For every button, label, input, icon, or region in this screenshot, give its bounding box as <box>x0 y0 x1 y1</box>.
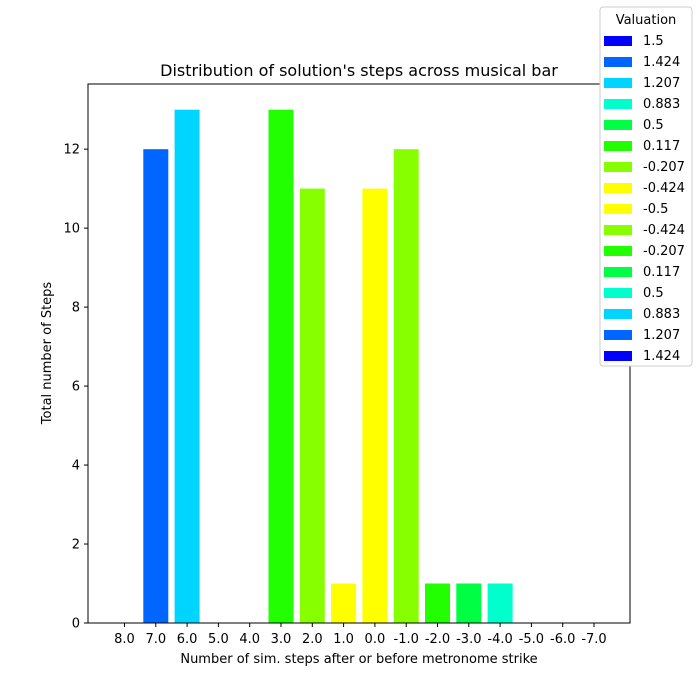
bar <box>362 188 388 623</box>
legend-label: 1.5 <box>643 34 664 49</box>
legend-swatch <box>604 120 632 130</box>
y-tick-label: 4 <box>72 459 80 474</box>
legend-swatch <box>604 204 632 214</box>
x-tick-label: 7.0 <box>145 632 166 647</box>
legend-label: 1.207 <box>643 76 680 91</box>
legend-label: 0.117 <box>643 139 680 154</box>
bar <box>456 583 482 623</box>
x-tick-label: 0.0 <box>365 632 386 647</box>
bar <box>487 583 513 623</box>
legend-label: 1.207 <box>643 328 680 343</box>
y-tick-label: 0 <box>72 617 80 632</box>
bar <box>299 188 325 623</box>
legend-label: -0.424 <box>643 181 685 196</box>
y-tick-label: 2 <box>72 538 80 553</box>
legend-swatch <box>604 78 632 88</box>
legend-swatch <box>604 141 632 151</box>
bar <box>393 149 419 623</box>
legend-swatch <box>604 162 632 172</box>
bar <box>143 149 169 623</box>
legend-label: -0.5 <box>643 202 668 217</box>
legend-label: 0.5 <box>643 118 664 133</box>
x-tick-label: -1.0 <box>394 632 419 647</box>
x-tick-label: -6.0 <box>550 632 575 647</box>
x-axis: 8.0 7.0 6.0 5.0 4.0 3.0 2.0 1.0 0.0 -1.0 -2.0 -3.0-… <box>114 623 607 647</box>
legend-swatch <box>604 330 632 340</box>
bar <box>268 109 294 623</box>
x-tick-label: 6.0 <box>177 632 198 647</box>
x-tick-label: -3.0 <box>456 632 481 647</box>
x-tick-label: -2.0 <box>425 632 450 647</box>
legend-swatch <box>604 309 632 319</box>
chart-title: Distribution of solution's steps across … <box>160 61 558 80</box>
x-tick-label: 2.0 <box>302 632 323 647</box>
legend-swatch <box>604 267 632 277</box>
bar <box>331 583 357 623</box>
x-tick-label: -4.0 <box>487 632 512 647</box>
legend-swatch <box>604 99 632 109</box>
legend-label: 0.5 <box>643 286 664 301</box>
y-tick-label: 12 <box>63 143 80 158</box>
legend-swatch <box>604 36 632 46</box>
legend-label: -0.207 <box>643 160 685 175</box>
y-tick-label: 6 <box>72 380 80 395</box>
bars-group <box>143 109 513 623</box>
legend-label: -0.424 <box>643 223 685 238</box>
x-tick-label: 1.0 <box>333 632 354 647</box>
x-tick-label: 5.0 <box>208 632 229 647</box>
legend-label: 1.424 <box>643 349 680 364</box>
legend-swatch <box>604 57 632 67</box>
legend-swatch <box>604 351 632 361</box>
legend-label: 0.883 <box>643 307 680 322</box>
x-tick-label: 4.0 <box>239 632 260 647</box>
x-axis-label: Number of sim. steps after or before met… <box>180 652 537 667</box>
x-tick-label: -5.0 <box>519 632 544 647</box>
x-tick-label: -7.0 <box>581 632 606 647</box>
x-tick-label: 8.0 <box>114 632 135 647</box>
x-tick-label: 3.0 <box>271 632 292 647</box>
bar <box>425 583 450 623</box>
legend-swatch <box>604 183 632 193</box>
y-tick-label: 8 <box>72 301 80 316</box>
legend: Valuation 1.5 1.424 1.207 0.883 0.5 0.117 -0.2… <box>599 6 693 367</box>
legend-swatch <box>604 246 632 256</box>
legend-title: Valuation <box>616 13 677 28</box>
legend-label: 0.883 <box>643 97 680 112</box>
legend-entries: 1.5 1.424 1.207 0.883 0.5 0.117 -0.207 -0.424 -0… <box>604 34 685 364</box>
y-axis: 0 2 4 6 8 10 12 <box>63 143 88 632</box>
plot-frame <box>87 83 631 624</box>
y-axis-label: Total number of Steps <box>40 282 55 426</box>
legend-swatch <box>604 288 632 298</box>
bar <box>174 109 200 623</box>
y-tick-label: 10 <box>63 222 80 237</box>
legend-label: -0.207 <box>643 244 685 259</box>
legend-swatch <box>604 225 632 235</box>
legend-label: 1.424 <box>643 55 680 70</box>
legend-label: 0.117 <box>643 265 680 280</box>
